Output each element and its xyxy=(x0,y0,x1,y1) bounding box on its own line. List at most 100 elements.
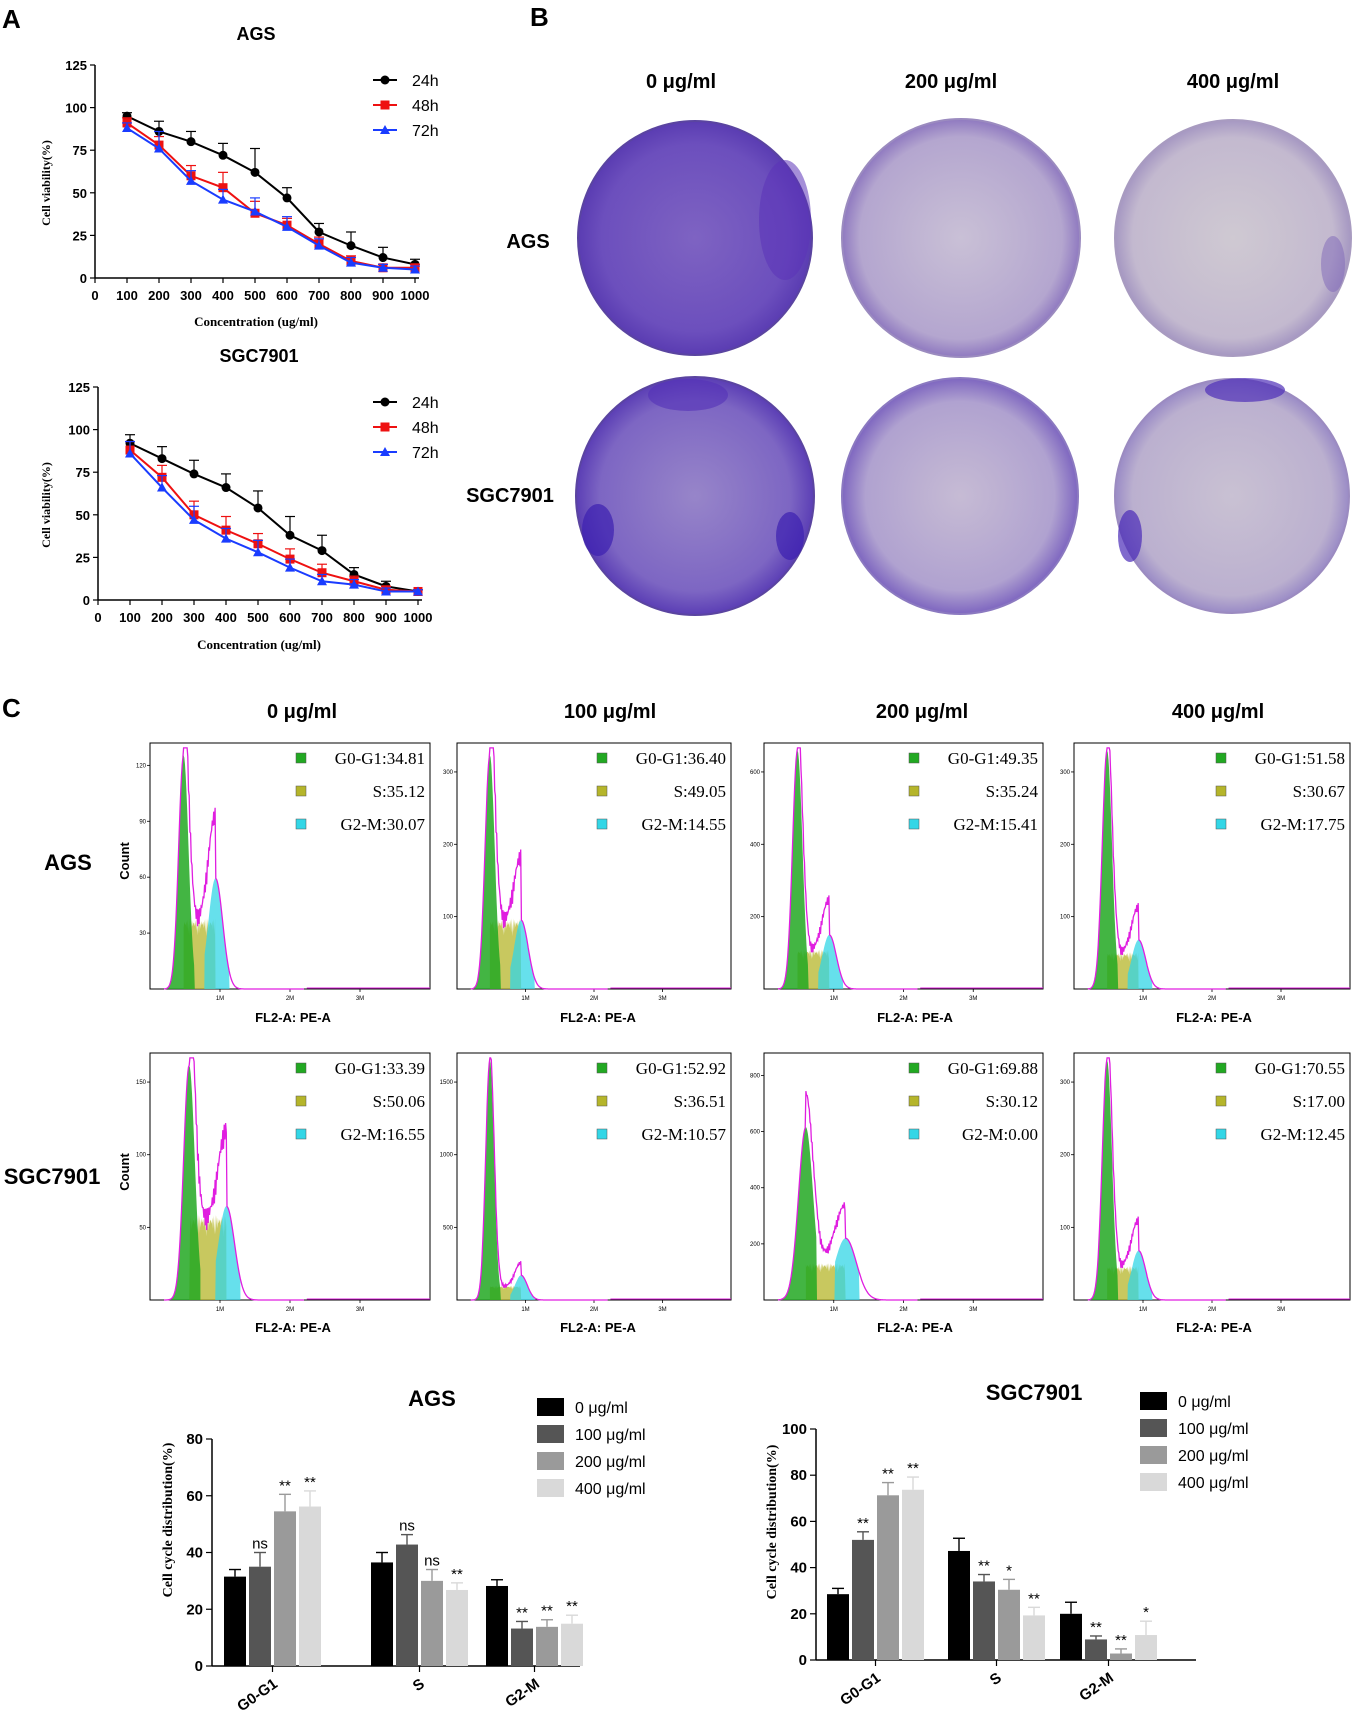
viability-chart-ags: AGS Cell viability(%) Concentration (ug/… xyxy=(39,24,439,329)
bar-200 μg/ml-S xyxy=(421,1580,443,1666)
bar-100 μg/ml-S xyxy=(396,1544,418,1666)
significance-mark: ** xyxy=(1115,1632,1127,1649)
flow-y-tick-label: 600 xyxy=(750,770,761,776)
flow-x-tick-label: 2M xyxy=(590,996,598,1002)
flow-x-tick-label: 1M xyxy=(521,996,529,1002)
bar-100 μg/ml-G2-M xyxy=(511,1628,533,1666)
legend-label: 24h xyxy=(412,395,439,412)
flow-row-label: SGC7901 xyxy=(4,1164,101,1189)
bar-y-tick-label: 40 xyxy=(186,1545,203,1562)
bar-y-tick-label: 100 xyxy=(782,1421,807,1438)
bar-plot: 0 20 40 60 80 G0-G1 ns ** ** Sns ns ** G2-M ** ** ** xyxy=(186,1431,583,1715)
x-tick-label: 800 xyxy=(340,288,362,303)
flow-histogram-line xyxy=(470,1057,608,1301)
data-point xyxy=(221,533,231,543)
legend-marker xyxy=(380,447,390,456)
bar-chart-ylabel: Cell cycle distribution(%) xyxy=(765,1444,780,1599)
data-point xyxy=(189,514,199,524)
y-tick-label: 25 xyxy=(73,228,87,243)
data-point xyxy=(253,547,263,557)
bar-legend: 0 μg/ml 100 μg/ml 200 μg/ml 400 μg/ml xyxy=(1140,1392,1249,1492)
data-point xyxy=(250,206,260,216)
bar-0 μg/ml-G0-G1 xyxy=(224,1576,246,1666)
flow-x-tick-label: 2M xyxy=(286,996,294,1002)
y-tick-label: 50 xyxy=(73,186,87,201)
data-point xyxy=(186,137,196,147)
flow-legend-label: G2-M:16.55 xyxy=(340,1125,425,1144)
flow-g0g1-area xyxy=(470,755,501,989)
series-line-72h xyxy=(129,452,418,593)
flow-y-tick-label: 200 xyxy=(1060,842,1071,848)
flow-y-tick-label: 100 xyxy=(1060,915,1071,921)
bar-y-tick-label: 20 xyxy=(790,1606,807,1623)
data-point xyxy=(186,175,196,185)
x-tick-label: 0 xyxy=(94,610,101,625)
bar-x-tick-label: G0-G1 xyxy=(837,1669,884,1709)
significance-mark: ** xyxy=(566,1598,578,1615)
significance-mark: ** xyxy=(516,1604,528,1621)
x-tick-label: 600 xyxy=(279,610,301,625)
bar-y-tick-label: 20 xyxy=(186,1601,203,1618)
colony-dish-shade xyxy=(1205,378,1285,402)
flow-x-tick-label: 3M xyxy=(658,996,666,1002)
flow-legend-label: S:35.24 xyxy=(986,782,1039,801)
flow-y-tick-label: 200 xyxy=(443,842,454,848)
bar-chart-ylabel: Cell cycle distribution(%) xyxy=(161,1442,176,1597)
flow-x-tick-label: 3M xyxy=(356,1307,364,1313)
flow-y-tick-label: 800 xyxy=(750,1073,761,1079)
bar-0 μg/ml-G2-M xyxy=(486,1585,508,1666)
viability-ylabel: Cell viability(%) xyxy=(39,140,53,226)
flow-x-tick-label: 3M xyxy=(1277,996,1285,1002)
data-point xyxy=(122,123,132,133)
viability-plot: 0 100 200 300 400 500 600 700 800 900 1000 0 25 50 75 1… xyxy=(68,380,432,625)
flow-legend-swatch xyxy=(1215,1128,1227,1140)
legend-label: 72h xyxy=(412,445,439,462)
flow-legend-swatch xyxy=(908,1128,920,1140)
bar-y-tick-label: 0 xyxy=(799,1652,807,1669)
series-line-72h xyxy=(126,127,416,271)
data-point xyxy=(378,262,388,272)
data-point xyxy=(189,469,199,479)
data-point xyxy=(317,568,327,578)
bar-legend-label: 200 μg/ml xyxy=(575,1454,646,1471)
flow-legend-label: G0-G1:51.58 xyxy=(1255,749,1345,768)
flow-legend-label: S:30.12 xyxy=(986,1092,1038,1111)
significance-mark: ** xyxy=(541,1603,553,1620)
viability-ylabel: Cell viability(%) xyxy=(39,462,53,548)
bar-legend-label: 0 μg/ml xyxy=(1178,1394,1231,1411)
legend-marker xyxy=(380,397,390,407)
flow-legend-swatch xyxy=(295,1095,307,1107)
significance-mark: ns xyxy=(252,1536,268,1553)
flow-legend-label: S:49.05 xyxy=(674,782,726,801)
y-tick-label: 0 xyxy=(83,593,90,608)
bar-legend-swatch xyxy=(537,1452,564,1470)
legend-label: 24h xyxy=(412,73,439,90)
x-tick-label: 900 xyxy=(372,288,394,303)
colony-conc-label: 200 μg/ml xyxy=(905,71,997,93)
flow-g2m-area xyxy=(1127,939,1153,989)
data-point xyxy=(378,253,388,263)
flow-g2m-area xyxy=(510,920,535,989)
colony-dish xyxy=(1114,378,1350,614)
bar-100 μg/ml-G0-G1 xyxy=(249,1566,271,1666)
flow-y-tick-label: 100 xyxy=(136,1153,147,1159)
flow-g2m-area xyxy=(204,878,230,989)
flow-histogram-panel: 1M 2M 3M 100 200 300 G0-G1:51.58 S:30.67 G2-M:17… xyxy=(1060,742,1351,1025)
flow-x-label: FL2-A: PE-A xyxy=(1176,1320,1252,1335)
flow-legend-swatch xyxy=(295,818,307,830)
flow-y-tick-label: 120 xyxy=(136,763,147,769)
colony-panel: 0 μg/ml 200 μg/ml 400 μg/ml AGS SGC7901 xyxy=(466,71,1352,616)
flow-g0g1-area xyxy=(164,1065,201,1300)
legend-label: 48h xyxy=(412,98,439,115)
bar-400 μg/ml-G2-M xyxy=(1135,1635,1157,1660)
flow-x-tick-label: 2M xyxy=(899,1307,907,1313)
flow-g0g1-area xyxy=(164,755,195,989)
flow-y-tick-label: 200 xyxy=(750,915,761,921)
flow-histogram-line xyxy=(164,1057,304,1301)
bar-legend-swatch xyxy=(537,1398,564,1416)
x-tick-label: 300 xyxy=(180,288,202,303)
flow-y-tick-label: 1500 xyxy=(440,1080,454,1086)
significance-mark: ns xyxy=(424,1553,440,1570)
x-tick-label: 100 xyxy=(119,610,141,625)
